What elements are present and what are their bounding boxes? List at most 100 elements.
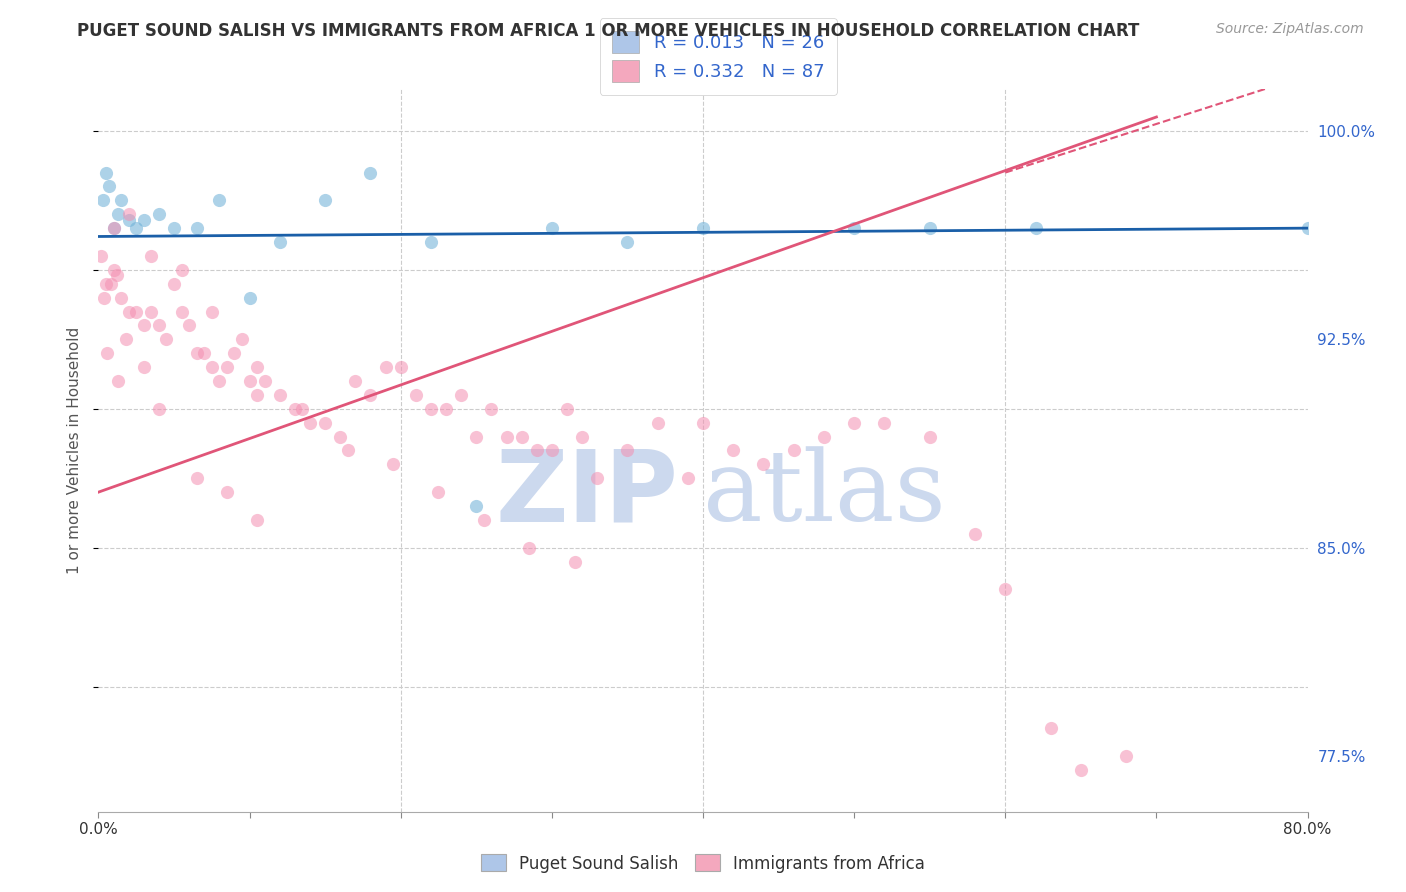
Point (616, 235, 638, 249)
Point (540, 221, 562, 235)
Point (118, 207, 141, 221)
Point (555, 401, 578, 416)
Point (783, 443, 806, 458)
Point (141, 249, 163, 263)
Point (1296, 221, 1319, 235)
Point (148, 318, 170, 333)
Point (336, 443, 359, 458)
Point (110, 291, 132, 305)
Point (201, 304, 224, 318)
Point (965, 526, 987, 541)
Point (405, 388, 427, 402)
Point (125, 221, 148, 235)
Point (813, 429, 835, 443)
Point (299, 416, 322, 430)
Point (103, 221, 125, 235)
Point (434, 401, 457, 416)
Point (564, 555, 586, 569)
Point (132, 360, 155, 375)
Point (246, 513, 269, 527)
Point (873, 416, 896, 430)
Point (465, 429, 488, 443)
Point (215, 485, 238, 500)
Point (844, 221, 866, 235)
Point (495, 429, 517, 443)
Point (107, 207, 129, 221)
Point (692, 416, 714, 430)
Point (314, 416, 336, 430)
Point (163, 277, 186, 291)
Point (103, 221, 125, 235)
Point (918, 429, 941, 443)
Point (510, 429, 533, 443)
Point (844, 416, 866, 430)
Point (246, 388, 269, 402)
Point (1039, 722, 1062, 736)
Point (179, 318, 201, 333)
Point (676, 471, 699, 485)
Point (427, 485, 450, 500)
Point (752, 458, 775, 472)
Point (91, 194, 114, 208)
Point (208, 194, 231, 208)
Legend: R = 0.013   N = 26, R = 0.332   N = 87: R = 0.013 N = 26, R = 0.332 N = 87 (599, 18, 837, 95)
Point (389, 360, 412, 375)
Point (246, 360, 269, 375)
Point (1024, 221, 1046, 235)
Point (571, 429, 593, 443)
Point (186, 221, 208, 235)
Point (114, 332, 136, 346)
Point (1115, 749, 1137, 764)
Point (193, 346, 215, 360)
Point (125, 304, 148, 318)
Point (163, 221, 186, 235)
Point (420, 401, 443, 416)
Point (465, 499, 488, 513)
Point (526, 443, 548, 458)
Point (155, 332, 177, 346)
Point (1070, 763, 1092, 777)
Point (231, 332, 253, 346)
Point (382, 458, 405, 472)
Point (450, 388, 472, 402)
Point (284, 401, 307, 416)
Y-axis label: 1 or more Vehicles in Household: 1 or more Vehicles in Household (67, 326, 83, 574)
Point (360, 165, 382, 179)
Point (132, 212, 155, 227)
Point (918, 221, 941, 235)
Point (586, 471, 609, 485)
Point (201, 360, 224, 375)
Point (118, 304, 141, 318)
Text: PUGET SOUND SALISH VS IMMIGRANTS FROM AFRICA 1 OR MORE VEHICLES IN HOUSEHOLD COR: PUGET SOUND SALISH VS IMMIGRANTS FROM AF… (77, 22, 1140, 40)
Point (118, 212, 141, 227)
Point (170, 304, 193, 318)
Point (360, 388, 382, 402)
Legend: Puget Sound Salish, Immigrants from Africa: Puget Sound Salish, Immigrants from Afri… (474, 847, 932, 880)
Point (93, 291, 115, 305)
Point (647, 416, 669, 430)
Point (239, 374, 262, 388)
Point (141, 304, 163, 318)
Text: Source: ZipAtlas.com: Source: ZipAtlas.com (1216, 22, 1364, 37)
Point (692, 221, 714, 235)
Point (148, 401, 170, 416)
Point (208, 374, 231, 388)
Point (540, 443, 562, 458)
Point (723, 443, 745, 458)
Point (253, 374, 276, 388)
Point (374, 360, 396, 375)
Point (994, 582, 1017, 597)
Point (215, 360, 238, 375)
Point (132, 318, 155, 333)
Point (616, 443, 638, 458)
Point (96, 346, 118, 360)
Point (269, 235, 291, 249)
Text: ZIP: ZIP (496, 445, 679, 542)
Text: atlas: atlas (703, 446, 946, 541)
Point (291, 401, 314, 416)
Point (344, 374, 367, 388)
Point (186, 346, 208, 360)
Point (420, 235, 443, 249)
Point (107, 374, 129, 388)
Point (170, 263, 193, 277)
